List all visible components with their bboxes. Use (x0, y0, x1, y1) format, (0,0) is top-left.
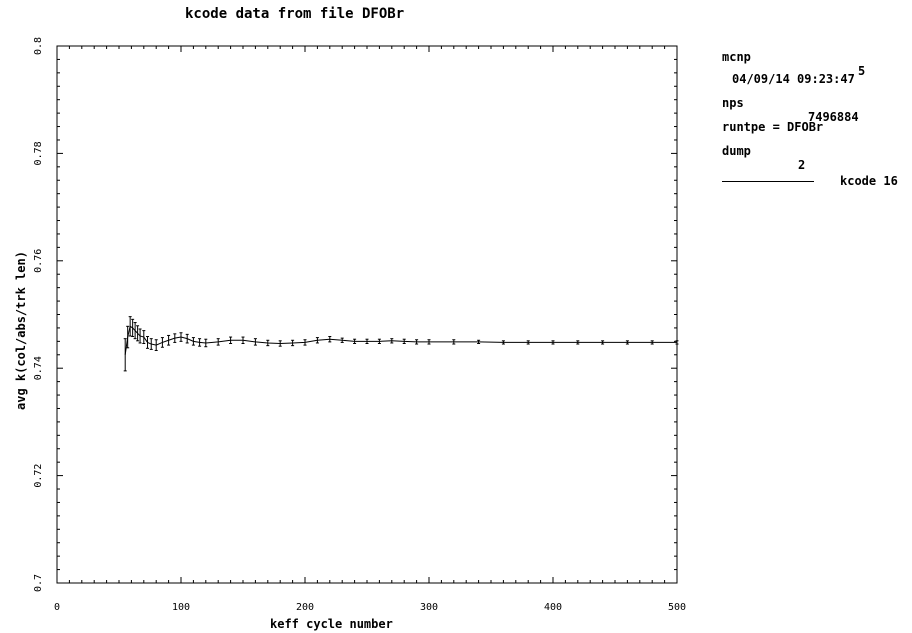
runtpe-row: runtpe = DFOBr (722, 106, 902, 134)
x-tick-label: 200 (296, 602, 314, 613)
nps-label: nps (722, 96, 744, 110)
chart-title: kcode data from file DFOBr (185, 6, 405, 22)
datetime-row: 04/09/14 09:23:47 (722, 58, 902, 86)
mcnp-label: mcnp (722, 50, 751, 64)
y-tick-label: 0.76 (33, 249, 44, 273)
series-line (124, 325, 677, 355)
y-tick-label: 0.8 (33, 37, 44, 55)
tick-marks (56, 45, 678, 584)
y-tick-label: 0.7 (33, 574, 44, 592)
dump-value: 2 (798, 158, 806, 172)
dump-row: dump 2 (722, 130, 902, 172)
dump-label: dump (722, 144, 751, 158)
y-axis-label: avg k(col/abs/trk len) (14, 251, 28, 410)
run-datetime: 04/09/14 09:23:47 (732, 72, 855, 86)
x-tick-label: 300 (420, 602, 438, 613)
plot-frame (56, 45, 678, 584)
x-tick-label: 100 (172, 602, 190, 613)
nps-row: nps 7496884 (722, 82, 902, 124)
x-tick-label: 500 (668, 602, 686, 613)
mcnp-version: 5 (858, 64, 866, 78)
mcnp-row: mcnp 5 (722, 36, 902, 78)
nps-value: 7496884 (808, 110, 859, 124)
legend-label: kcode 16 (840, 174, 898, 188)
tick-labels: 0 100 200 300 400 500 0.7 0.72 0.74 0.76 0.78 0.8 (33, 37, 686, 613)
y-tick-label: 0.78 (33, 141, 44, 165)
x-axis-label: keff cycle number (270, 617, 393, 631)
y-tick-label: 0.74 (33, 356, 44, 380)
y-tick-label: 0.72 (33, 464, 44, 488)
legend-line-swatch (722, 181, 814, 182)
x-tick-label: 0 (54, 602, 60, 613)
runtpe-text: runtpe = DFOBr (722, 120, 824, 134)
series-group (123, 316, 679, 372)
x-tick-label: 400 (544, 602, 562, 613)
